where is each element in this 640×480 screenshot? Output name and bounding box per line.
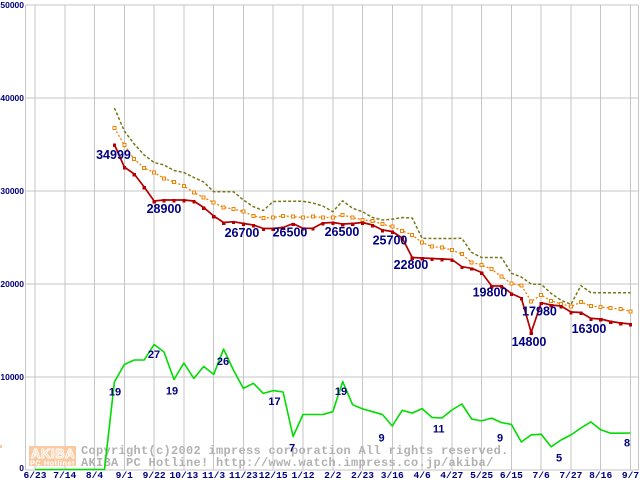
svg-text:16300: 16300 (572, 322, 607, 336)
svg-text:1/12: 1/12 (291, 470, 314, 480)
svg-text:19: 19 (166, 386, 178, 398)
svg-text:AKIBA PC Hotline! http://www.: AKIBA PC Hotline! http://www.watch.impre… (81, 456, 494, 470)
svg-text:19: 19 (109, 387, 121, 399)
svg-text:40000: 40000 (0, 93, 24, 103)
svg-text:17980: 17980 (522, 305, 557, 319)
svg-text:9/7: 9/7 (622, 470, 640, 480)
svg-text:26700: 26700 (225, 226, 260, 240)
svg-text:14800: 14800 (512, 335, 547, 349)
svg-text:30000: 30000 (0, 186, 24, 196)
svg-text:34999: 34999 (96, 148, 131, 162)
svg-text:6/15: 6/15 (500, 470, 523, 480)
svg-text:6/23: 6/23 (23, 470, 46, 480)
svg-text:3/16: 3/16 (381, 470, 404, 480)
svg-text:8: 8 (624, 438, 630, 450)
svg-text:19800: 19800 (473, 286, 508, 300)
svg-text:26: 26 (217, 356, 229, 368)
svg-text:20000: 20000 (0, 279, 24, 289)
svg-text:7/27: 7/27 (559, 470, 582, 480)
svg-text:PC Hotline!: PC Hotline! (30, 459, 75, 468)
svg-text:19: 19 (335, 386, 347, 398)
svg-text:7/14: 7/14 (53, 470, 76, 480)
svg-text:10/13: 10/13 (170, 470, 199, 480)
svg-text:5/25: 5/25 (470, 470, 493, 480)
svg-text:12/15: 12/15 (259, 470, 288, 480)
svg-text:9/22: 9/22 (143, 470, 166, 480)
svg-text:26500: 26500 (325, 225, 360, 239)
svg-text:2/2: 2/2 (324, 470, 342, 480)
svg-text:2/23: 2/23 (351, 470, 374, 480)
svg-text:11: 11 (433, 424, 445, 436)
svg-text:10000: 10000 (0, 372, 24, 382)
svg-text:0: 0 (19, 463, 24, 473)
svg-text:Copyright(c)2002 impress corpo: Copyright(c)2002 impress corporation All… (81, 444, 509, 458)
svg-text:7: 7 (289, 443, 295, 455)
svg-text:11/23: 11/23 (229, 470, 258, 480)
svg-text:8/4: 8/4 (86, 470, 104, 480)
svg-text:5: 5 (556, 453, 562, 465)
svg-text:27: 27 (148, 349, 160, 361)
svg-text:7/6: 7/6 (533, 470, 551, 480)
svg-text:8/16: 8/16 (589, 470, 612, 480)
svg-text:50000: 50000 (0, 0, 24, 10)
svg-text:9: 9 (497, 433, 503, 445)
svg-text:AKIBA: AKIBA (31, 446, 75, 461)
svg-text:9/1: 9/1 (116, 470, 134, 480)
svg-text:25700: 25700 (373, 234, 408, 248)
svg-text:4/27: 4/27 (440, 470, 463, 480)
svg-text:28900: 28900 (147, 202, 182, 216)
svg-text:4/6: 4/6 (413, 470, 431, 480)
svg-text:17: 17 (268, 396, 280, 408)
svg-text:26500: 26500 (273, 226, 308, 240)
svg-text:22800: 22800 (394, 258, 429, 272)
svg-text:9: 9 (378, 433, 384, 445)
svg-text:11/3: 11/3 (202, 470, 225, 480)
